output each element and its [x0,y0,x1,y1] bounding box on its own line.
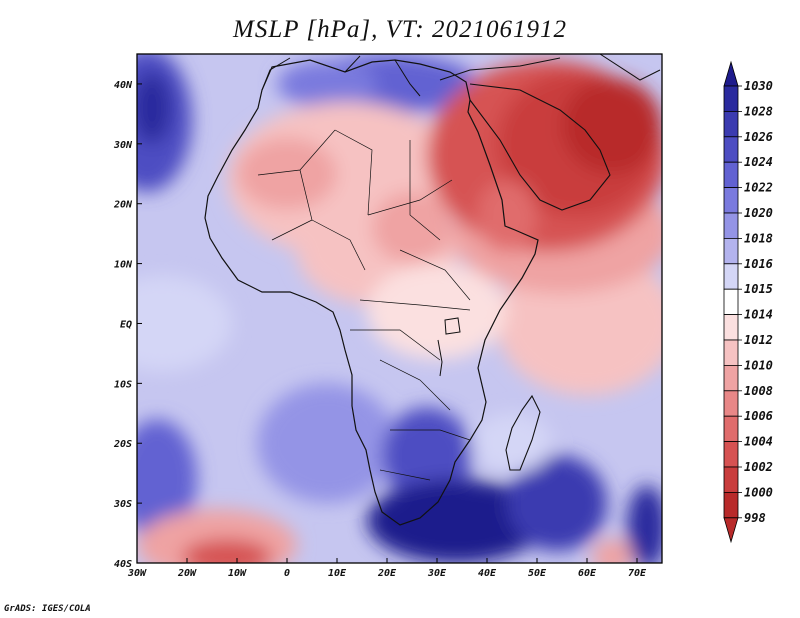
colorbar-label: 1016 [744,257,773,271]
pressure-region-8 [277,59,377,108]
colorbar-top-arrow [723,60,739,87]
pressure-region-22 [507,455,607,552]
colorbar-label: 1015 [744,282,773,296]
colorbar-swatch [723,212,739,239]
country-borders [257,129,471,481]
colorbar-label: 1006 [744,409,773,423]
pressure-region-1 [137,71,172,144]
y-tick-label: 20S [113,439,132,450]
coastlines [204,54,661,526]
x-tick-label: 0 [284,568,290,579]
y-tick-label: 10S [114,379,132,390]
madagascar-coastline [505,394,541,471]
colorbar-label: 1018 [744,231,773,245]
y-tick-label: EQ [120,319,132,330]
colorbar-label: 1012 [744,333,773,347]
colorbar-label: 1028 [744,104,773,118]
pressure-field [137,54,662,563]
y-tick-label: 40S [114,559,132,570]
pressure-region-2 [137,275,232,372]
pressure-region-10 [237,137,337,210]
colorbar-swatch [723,415,739,443]
colorbar-swatch [723,136,739,163]
colorbar-label: 1024 [744,155,773,169]
colorbar-swatch [723,441,739,468]
pressure-region-14 [367,263,507,360]
colorbar-swatch [723,237,739,265]
pressure-region-24 [627,485,662,563]
europe-coastline [261,54,661,97]
pressure-region-21 [367,479,547,563]
pressure-region-18 [562,77,662,174]
colorbar-label: 1008 [744,384,773,398]
colorbar-label: 1026 [744,130,773,144]
colorbar-swatch [723,263,739,290]
y-tick-label: 30S [113,499,132,510]
colorbar-label: 1020 [744,206,773,220]
colorbar-swatch [723,339,739,366]
colorbar-swatch [723,111,739,138]
colorbar-swatch [723,314,739,341]
y-tick-label: 10N [114,260,133,271]
colorbar-label: 1022 [744,181,773,195]
lake-victoria [444,317,461,335]
arabia-coastline [469,83,611,211]
colorbar-swatch [723,390,739,417]
colorbar-label: 1004 [744,435,773,449]
x-tick-label: 10E [328,568,347,579]
map-title: MSLP [hPa], VT: 2021061912 [233,16,567,43]
y-tick-label: 30N [113,140,133,151]
y-tick-label: 40N [114,80,133,91]
x-tick-label: 50E [528,568,547,579]
colorbar-label: 1030 [744,79,773,93]
colorbar-label: 1002 [744,460,773,474]
colorbar-label: 998 [744,511,766,525]
colorbar-swatch [723,85,739,112]
colorbar-label: 1010 [744,358,773,372]
x-tick-label: 20E [377,568,397,579]
x-tick-label: 30E [427,568,447,579]
colorbar: 1030 1028 1026 1024 1022 1020 1018 1016 1015 1014… [723,60,773,544]
colorbar-swatch [723,288,739,316]
africa-coastline [204,59,539,526]
pressure-region-23 [472,413,552,474]
x-tick-label: 70E [628,568,647,579]
y-tick-label: 20N [113,200,133,211]
colorbar-swatch [723,187,739,214]
colorbar-swatch [723,161,739,188]
x-tick-label: 20W [177,568,197,579]
x-tick-label: 30W [127,568,147,579]
colorbar-swatch [723,466,739,493]
pressure-region-12 [372,191,452,264]
pressure-region-19 [477,179,537,252]
map-axes: 30W 20W 10W 0 10E 20E 30E 40E 50E 60E 70E 40N 30N 20N… [113,80,647,579]
x-tick-label: 60E [578,568,597,579]
grads-credit: GrADS: IGES/COLA [4,604,91,614]
pressure-region-5 [182,539,272,563]
lake-tanganyika [437,339,443,377]
colorbar-bottom-arrow [723,517,739,544]
colorbar-swatch [723,364,739,392]
colorbar-label: 1000 [744,485,773,499]
pressure-region-20 [382,407,472,504]
x-tick-label: 10W [228,568,247,579]
pressure-region-25 [592,539,632,563]
map-frame [136,53,663,564]
colorbar-label: 1014 [744,308,773,322]
pressure-region-6 [257,383,397,504]
x-tick-label: 40E [478,568,497,579]
colorbar-swatch [723,491,739,519]
pressure-region-3 [137,419,197,540]
